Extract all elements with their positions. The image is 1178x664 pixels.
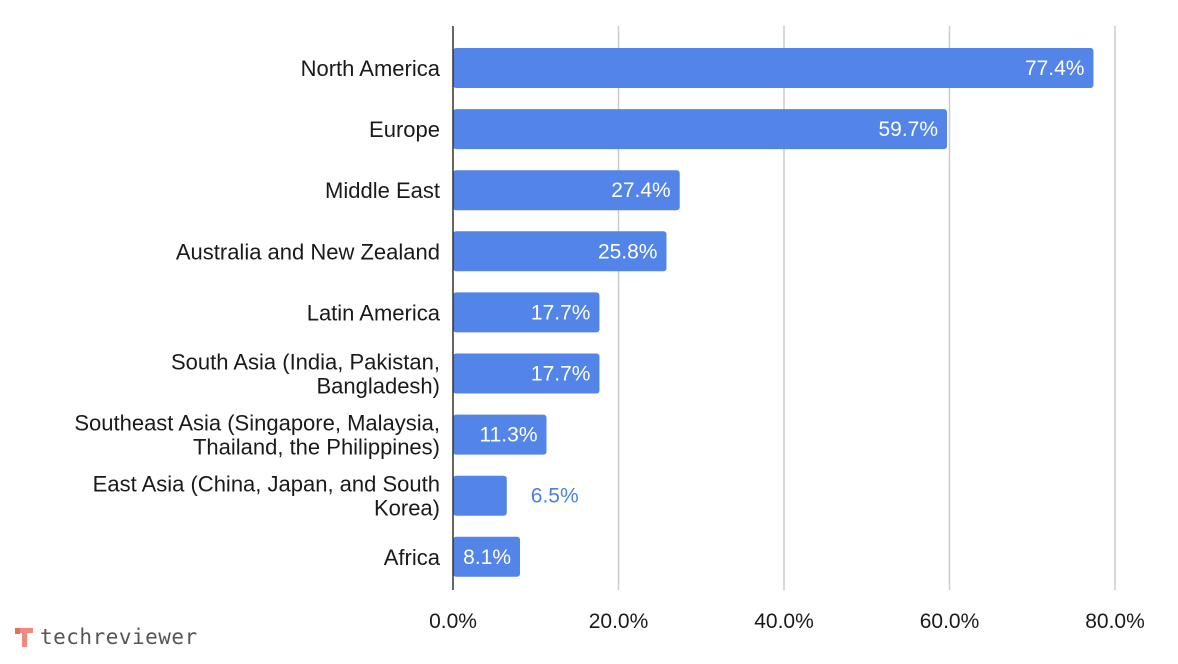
category-label: Southeast Asia (Singapore, Malaysia, Thai… [74, 411, 440, 460]
data-label: 77.4% [1025, 57, 1085, 80]
category-label: East Asia (China, Japan, and South Korea) [93, 472, 440, 521]
watermark-text: techreviewer [40, 625, 198, 649]
bar [453, 536, 521, 577]
category-label: Middle East [325, 178, 440, 203]
bar [453, 170, 680, 211]
data-label: 25.8% [598, 240, 658, 263]
bar [453, 48, 1094, 88]
x-tick-label: 40.0% [754, 610, 814, 633]
category-label: Australia and New Zealand [176, 239, 440, 264]
category-label: South Asia (India, Pakistan, Bangladesh) [171, 350, 440, 399]
data-label: 11.3% [480, 424, 538, 447]
x-axis-ticks: 0.0% 20.0% 40.0% 60.0% 80.0% [429, 610, 1145, 633]
data-label: 27.4% [611, 179, 671, 202]
bar [453, 475, 507, 516]
data-label: 17.7% [531, 363, 591, 386]
bar [453, 292, 600, 333]
category-label: Africa [384, 545, 441, 570]
techreviewer-logo-icon [15, 628, 33, 647]
category-label: Latin America [307, 300, 441, 325]
bar [453, 353, 600, 394]
category-labels: North America Europe Middle East Australia … [74, 56, 440, 570]
bar [453, 109, 948, 150]
category-label: Europe [369, 117, 440, 142]
x-tick-label: 80.0% [1085, 610, 1145, 633]
bar [453, 414, 547, 455]
data-label: 8.1% [463, 546, 511, 569]
data-label: 6.5% [531, 485, 579, 508]
bars: 77.4% 59.7% 27.4% 25.8% 17.7% 17.7% 11.3% 6.5% 8… [453, 48, 1094, 577]
watermark: techreviewer [12, 625, 198, 649]
data-label: 59.7% [878, 118, 938, 141]
category-label: North America [301, 56, 441, 81]
x-tick-label: 20.0% [589, 610, 649, 633]
x-tick-label: 0.0% [429, 610, 477, 633]
bar [453, 231, 667, 272]
x-tick-label: 60.0% [920, 610, 980, 633]
data-label: 17.7% [531, 301, 591, 324]
